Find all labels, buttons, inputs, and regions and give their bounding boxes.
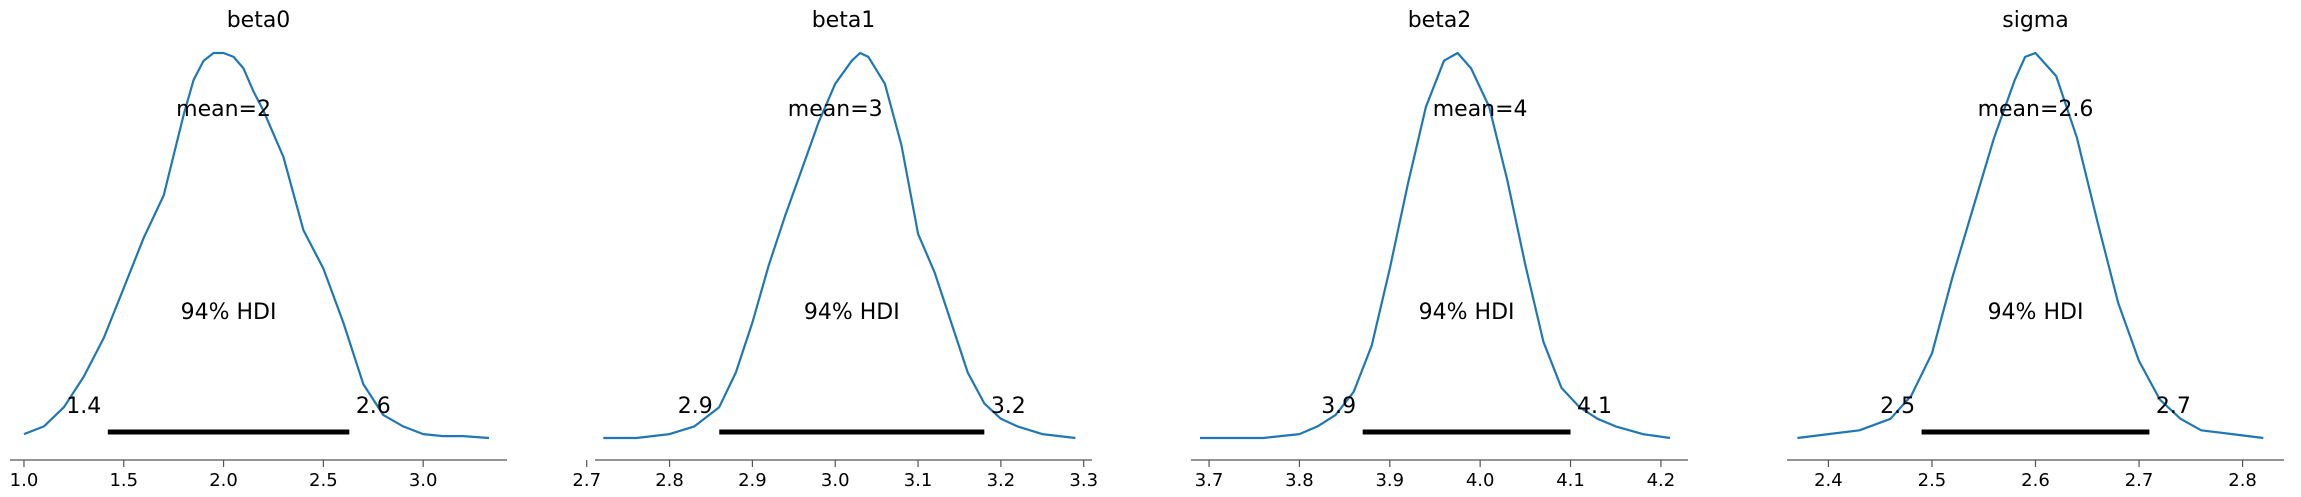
x-tick-label: 2.7 [572, 470, 601, 491]
x-tick-label: 3.2 [987, 470, 1016, 491]
subplot-beta2: beta2 mean=4 94% HDI 3.9 4.1 3.7 3.8 3.9 4.0 4.1 4… [1191, 8, 1688, 491]
x-tick-label: 2.7 [2125, 470, 2154, 491]
hdi-low-label: 1.4 [66, 394, 101, 419]
x-tick-label: 2.8 [655, 470, 684, 491]
x-tick-label: 2.9 [738, 470, 767, 491]
subplot-title: sigma [2002, 8, 2068, 33]
kde-curve-beta2 [1200, 51, 1671, 440]
x-tick-label: 2.8 [2228, 470, 2257, 491]
x-tick-label: 2.5 [309, 470, 338, 491]
x-tick-label: 2.0 [209, 470, 238, 491]
kde-curve-sigma [1797, 51, 2264, 440]
x-tick-label: 3.3 [1069, 470, 1098, 491]
mean-label: mean=4 [1433, 97, 1528, 122]
hdi-low-label: 2.5 [1880, 394, 1915, 419]
subplot-title: beta2 [1408, 8, 1472, 33]
subplot-title: beta0 [227, 8, 291, 33]
x-tick-label: 2.4 [1814, 470, 1843, 491]
subplot-beta1: beta1 mean=3 94% HDI 2.9 3.2 2.7 2.8 2.9 3.0 3.1 3… [572, 8, 1098, 491]
x-tick-label: 4.1 [1556, 470, 1585, 491]
x-tick-label: 3.7 [1195, 470, 1224, 491]
hdi-label: 94% HDI [804, 300, 900, 325]
hdi-low-label: 2.9 [678, 394, 713, 419]
hdi-label: 94% HDI [181, 300, 277, 325]
x-tick-label: 3.1 [904, 470, 933, 491]
hdi-low-label: 3.9 [1321, 394, 1356, 419]
hdi-high-label: 2.7 [2156, 394, 2191, 419]
x-tick-label: 3.9 [1375, 470, 1404, 491]
x-tick-label: 3.8 [1285, 470, 1314, 491]
hdi-high-label: 2.6 [356, 394, 391, 419]
subplot-title: beta1 [812, 8, 876, 33]
kde-curve-beta1 [603, 51, 1076, 440]
x-tick-label: 1.5 [109, 470, 138, 491]
x-tick-label: 4.2 [1647, 470, 1676, 491]
mean-label: mean=2 [176, 97, 271, 122]
x-tick-label: 4.0 [1466, 470, 1495, 491]
x-tick-label: 2.6 [2021, 470, 2050, 491]
subplot-beta0: beta0 mean=2 94% HDI 1.4 2.6 1.0 1.5 2.0 2.5 3.0 [10, 8, 507, 491]
hdi-high-label: 4.1 [1577, 394, 1612, 419]
subplot-sigma: sigma mean=2.6 94% HDI 2.5 2.7 2.4 2.5 2.6 2.7 2.… [1787, 8, 2284, 491]
x-tick-label: 2.5 [1918, 470, 1947, 491]
x-tick-label: 3.0 [409, 470, 438, 491]
hdi-label: 94% HDI [1419, 300, 1515, 325]
mean-label: mean=3 [788, 97, 883, 122]
hdi-label: 94% HDI [1988, 300, 2084, 325]
x-tick-label: 3.0 [821, 470, 850, 491]
x-tick-label: 1.0 [10, 470, 39, 491]
kde-curve-beta0 [23, 51, 490, 440]
mean-label: mean=2.6 [1978, 97, 2094, 122]
hdi-high-label: 3.2 [991, 394, 1026, 419]
